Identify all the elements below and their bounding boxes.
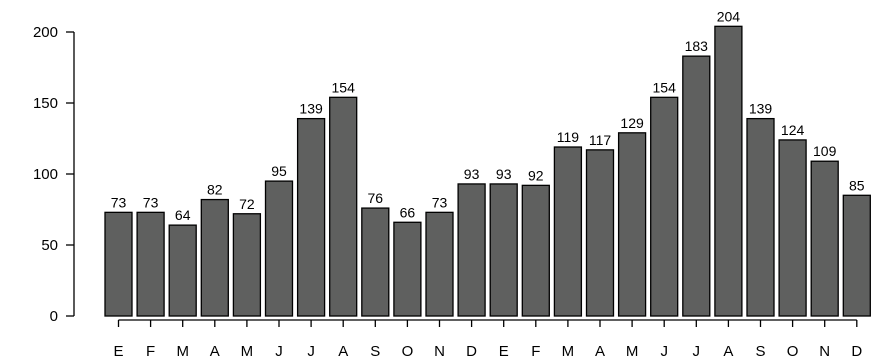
bar xyxy=(810,160,839,317)
bar-value-label: 183 xyxy=(685,38,709,54)
x-tick-label: A xyxy=(210,343,220,360)
bar xyxy=(489,183,518,317)
x-tick-label: M xyxy=(176,343,189,360)
x-tick-label: F xyxy=(146,343,155,360)
bar xyxy=(264,180,294,317)
bar-value-label: 129 xyxy=(620,115,644,131)
bar xyxy=(136,211,165,317)
y-tick-label: 100 xyxy=(33,166,58,183)
bar xyxy=(425,211,454,317)
bar xyxy=(200,198,229,317)
bar xyxy=(329,96,358,317)
bar-value-label: 124 xyxy=(781,122,805,138)
x-tick-label: S xyxy=(755,343,765,360)
bar-value-label: 204 xyxy=(717,8,741,24)
x-tick-label: M xyxy=(241,343,254,360)
bar-value-label: 154 xyxy=(332,79,356,95)
bar xyxy=(553,146,583,317)
bar-value-label: 95 xyxy=(271,163,287,179)
x-tick-label: D xyxy=(466,343,477,360)
bar-value-label: 92 xyxy=(528,167,544,183)
x-tick-label: A xyxy=(723,343,733,360)
x-tick-label: M xyxy=(626,343,639,360)
x-tick-label: J xyxy=(275,343,283,360)
bar xyxy=(842,194,871,317)
bar-value-label: 66 xyxy=(400,204,416,220)
bar xyxy=(778,139,807,317)
bar-value-label: 73 xyxy=(432,194,448,210)
x-tick-label: F xyxy=(531,343,540,360)
bar-value-label: 139 xyxy=(299,101,323,117)
bar-value-label: 139 xyxy=(749,101,773,117)
bar-value-label: 72 xyxy=(239,196,255,212)
bar xyxy=(104,211,133,317)
y-tick-label: 50 xyxy=(41,237,58,254)
bar-value-label: 109 xyxy=(813,143,837,159)
bar xyxy=(650,96,679,317)
bar xyxy=(361,207,390,317)
bar-value-label: 93 xyxy=(496,166,512,182)
bar-value-label: 73 xyxy=(111,194,127,210)
bar-value-label: 93 xyxy=(464,166,480,182)
x-tick-label: D xyxy=(851,343,862,360)
bar-value-label: 117 xyxy=(589,132,612,148)
bar xyxy=(457,183,486,317)
bar xyxy=(521,184,550,317)
bar-value-label: 76 xyxy=(368,190,384,206)
x-tick-label: A xyxy=(338,343,348,360)
x-tick-label: M xyxy=(562,343,575,360)
bar-value-label: 154 xyxy=(653,79,677,95)
bar-value-label: 73 xyxy=(143,194,159,210)
bar xyxy=(682,55,711,317)
x-tick-label: J xyxy=(307,343,315,360)
bar xyxy=(585,149,615,317)
bar-value-label: 119 xyxy=(557,129,580,145)
bar xyxy=(296,117,326,317)
y-tick-label: 0 xyxy=(50,308,58,325)
x-tick-label: J xyxy=(660,343,668,360)
x-tick-label: N xyxy=(819,343,830,360)
x-tick-label: O xyxy=(787,343,799,360)
bar xyxy=(746,117,775,317)
x-tick-label: E xyxy=(499,343,509,360)
x-tick-label: S xyxy=(370,343,380,360)
bar xyxy=(232,213,262,317)
bar xyxy=(617,132,647,317)
bars xyxy=(104,25,871,317)
bar xyxy=(393,221,422,317)
x-tick-label: A xyxy=(595,343,605,360)
y-axis: 0 50 100 150 200 xyxy=(33,24,75,325)
x-tick-label: N xyxy=(434,343,445,360)
bar xyxy=(168,224,197,317)
bar xyxy=(714,25,743,317)
bar-value-label: 82 xyxy=(207,182,223,198)
x-tick-label: O xyxy=(402,343,414,360)
y-tick-label: 150 xyxy=(33,95,58,112)
bar-labels: 73 73 64 82 72 95 139 154 76 66 73 93 93 92 119 117 129 1… xyxy=(111,8,865,223)
bar-value-label: 64 xyxy=(175,207,191,223)
y-tick-label: 200 xyxy=(33,24,58,41)
x-tick-label: J xyxy=(693,343,701,360)
x-tick-label: E xyxy=(113,343,123,360)
bar-value-label: 85 xyxy=(849,177,865,193)
